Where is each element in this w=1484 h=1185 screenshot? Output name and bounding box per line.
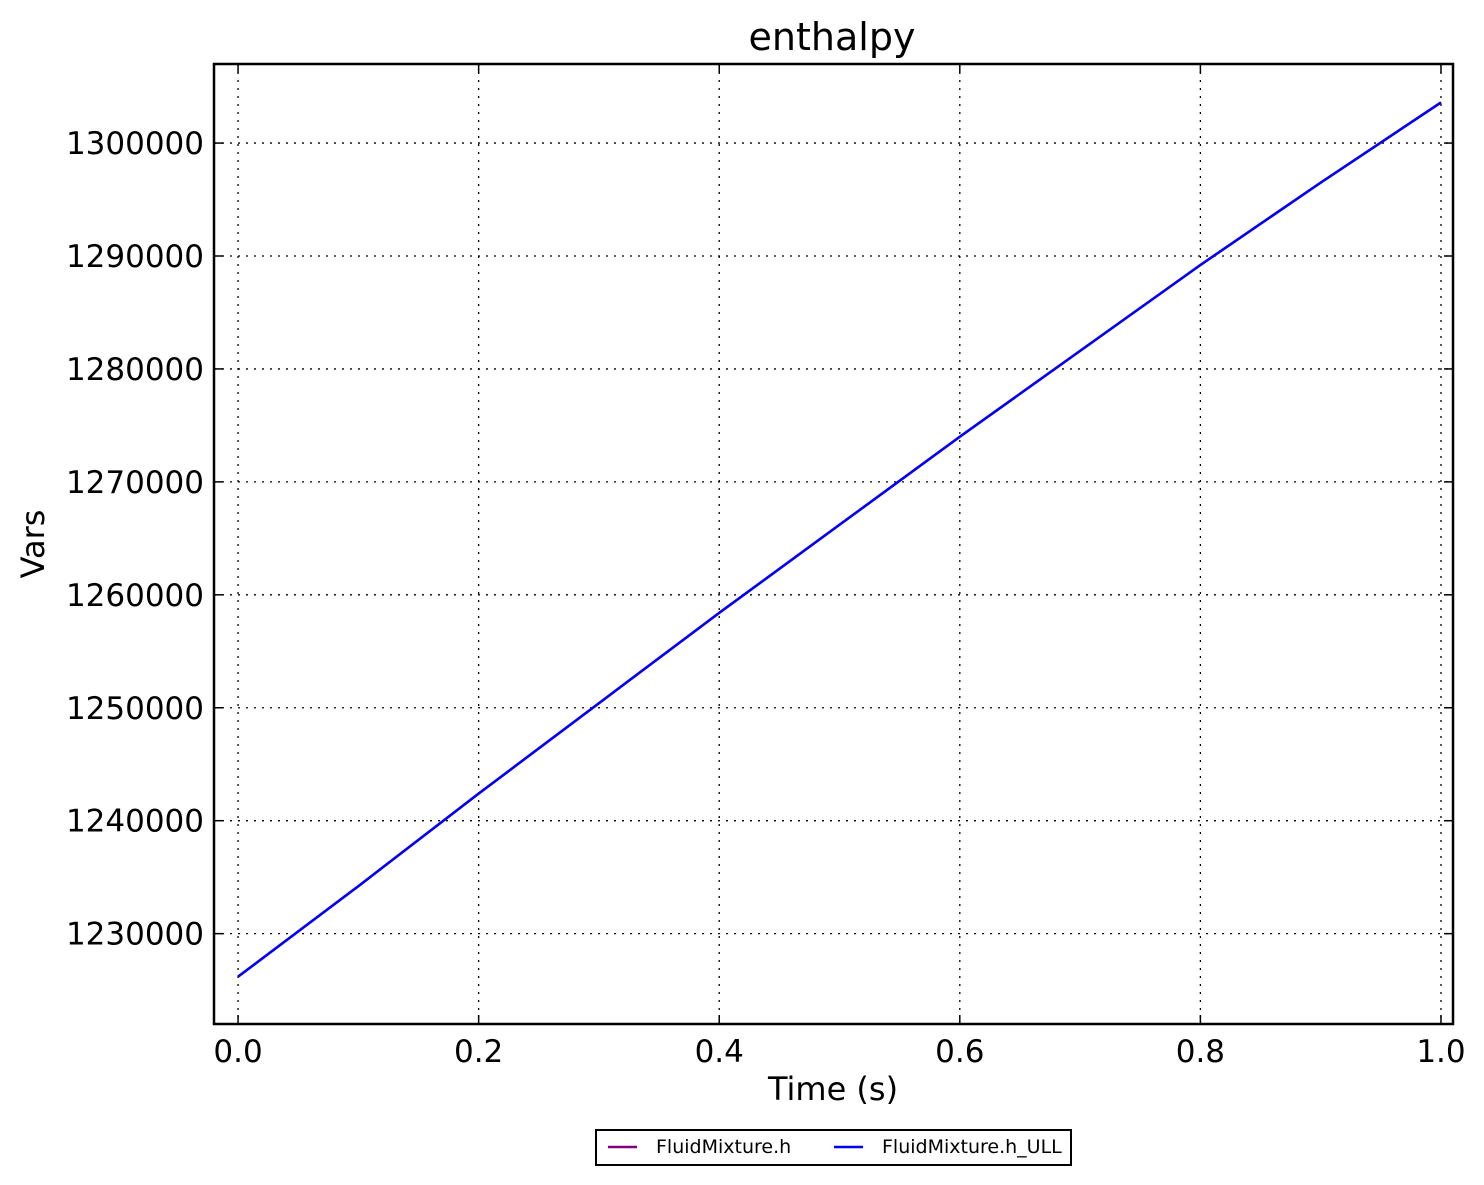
- plot-frame: [212, 62, 1455, 1026]
- grid: [214, 64, 1453, 1024]
- y-tick-label: 1270000: [66, 465, 204, 501]
- x-tick-label: 0.2: [454, 1034, 503, 1070]
- x-axis-label: Time (s): [767, 1070, 898, 1108]
- legend-box: [595, 1129, 1072, 1166]
- y-tick-label: 1280000: [66, 352, 204, 388]
- series-line-fluidmixture-h-ull: [237, 101, 1442, 978]
- x-tick-label: 0.4: [695, 1034, 744, 1070]
- y-tick-label: 1300000: [66, 126, 204, 162]
- y-tick-label: 1260000: [66, 578, 204, 614]
- y-tick-label: 1290000: [66, 239, 204, 275]
- x-tick-label: 1.0: [1416, 1034, 1465, 1070]
- legend-label-fluidmixture-h: FluidMixture.h: [656, 1136, 791, 1158]
- ticks: [214, 64, 1453, 1024]
- series-group: [237, 101, 1442, 978]
- legend-label-fluidmixture-h-ull: FluidMixture.h_ULL: [882, 1136, 1062, 1158]
- y-tick-label: 1250000: [66, 691, 204, 727]
- chart-title: enthalpy: [749, 15, 916, 59]
- tick-labels: 0.0 0.2 0.4 0.6 0.8 1.0 1230000 1240000 1250000 1…: [66, 126, 1466, 1070]
- y-axis-label: Vars: [14, 510, 52, 579]
- y-tick-label: 1240000: [66, 804, 204, 840]
- x-tick-label: 0.0: [213, 1034, 262, 1070]
- x-tick-label: 0.6: [935, 1034, 984, 1070]
- x-tick-label: 0.8: [1176, 1034, 1225, 1070]
- y-tick-label: 1230000: [66, 917, 204, 953]
- legend: FluidMixture.h FluidMixture.h_ULL: [595, 1129, 1072, 1166]
